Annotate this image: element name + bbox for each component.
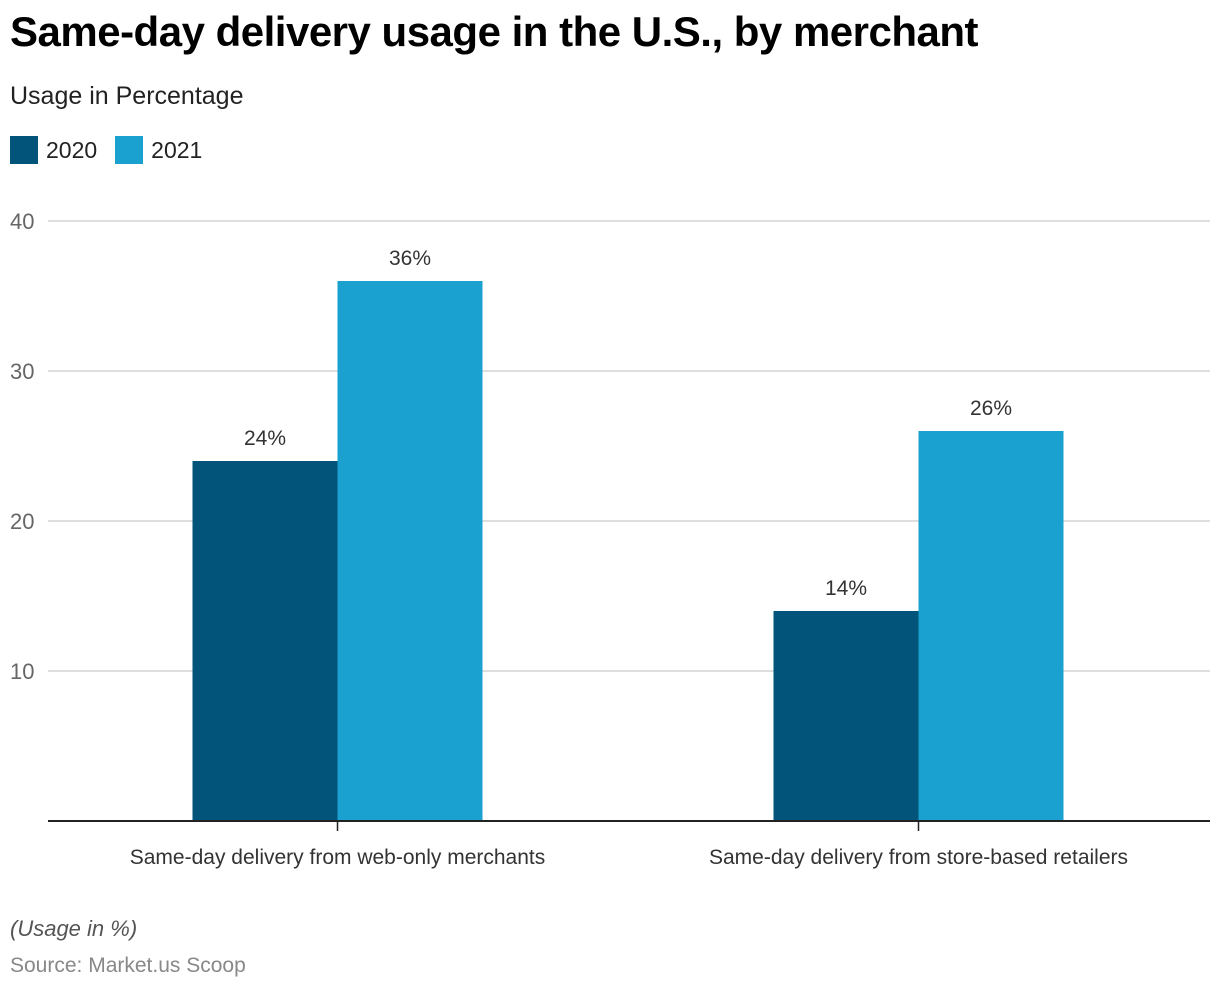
y-tick-label-20: 20 <box>10 509 34 534</box>
data-label-2021-2: 26% <box>970 397 1012 420</box>
bar-2020-1[interactable] <box>192 461 338 821</box>
chart-title: Same-day delivery usage in the U.S., by … <box>10 8 979 55</box>
legend-swatch-2020 <box>10 136 38 164</box>
y-tick-label-40: 40 <box>10 209 34 234</box>
data-label-2020-2: 14% <box>825 577 867 600</box>
x-tick-label-1: Same-day delivery from web-only merchant… <box>130 846 546 869</box>
chart-source: Source: Market.us Scoop <box>10 954 246 977</box>
legend-item-2020[interactable]: 2020 <box>10 136 97 164</box>
legend-swatch-2021 <box>115 136 144 164</box>
chart-subtitle: Usage in Percentage <box>10 82 244 110</box>
y-tick-label-10: 10 <box>10 659 34 684</box>
bar-2021-1[interactable] <box>337 281 483 821</box>
data-label-2020-1: 24% <box>244 427 286 450</box>
bar-2021-2[interactable] <box>918 431 1064 821</box>
chart-note: (Usage in %) <box>10 916 138 941</box>
bar-2020-2[interactable] <box>773 611 919 821</box>
legend-item-2021[interactable]: 2021 <box>115 136 202 164</box>
legend: 2020 2021 <box>10 136 202 164</box>
y-tick-label-30: 30 <box>10 359 34 384</box>
legend-label-2020: 2020 <box>46 136 98 163</box>
legend-label-2021: 2021 <box>151 136 203 163</box>
data-label-2021-1: 36% <box>389 247 431 270</box>
x-tick-label-2: Same-day delivery from store-based retai… <box>709 846 1128 869</box>
